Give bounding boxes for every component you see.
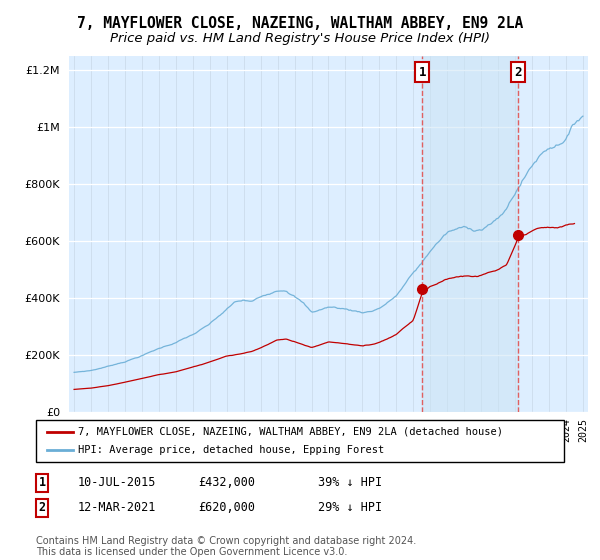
Text: 12-MAR-2021: 12-MAR-2021: [78, 501, 157, 515]
Text: £432,000: £432,000: [198, 476, 255, 489]
Text: Price paid vs. HM Land Registry's House Price Index (HPI): Price paid vs. HM Land Registry's House …: [110, 32, 490, 45]
Text: 7, MAYFLOWER CLOSE, NAZEING, WALTHAM ABBEY, EN9 2LA: 7, MAYFLOWER CLOSE, NAZEING, WALTHAM ABB…: [77, 16, 523, 31]
Text: HPI: Average price, detached house, Epping Forest: HPI: Average price, detached house, Eppi…: [78, 445, 385, 455]
Text: 2: 2: [515, 66, 522, 78]
Text: 2: 2: [38, 501, 46, 515]
Text: 10-JUL-2015: 10-JUL-2015: [78, 476, 157, 489]
Text: 1: 1: [38, 476, 46, 489]
Text: Contains HM Land Registry data © Crown copyright and database right 2024.
This d: Contains HM Land Registry data © Crown c…: [36, 535, 416, 557]
Text: 29% ↓ HPI: 29% ↓ HPI: [318, 501, 382, 515]
Text: 39% ↓ HPI: 39% ↓ HPI: [318, 476, 382, 489]
Bar: [422, 56, 518, 412]
FancyBboxPatch shape: [36, 420, 564, 462]
Text: £620,000: £620,000: [198, 501, 255, 515]
Text: 1: 1: [419, 66, 426, 78]
Text: 7, MAYFLOWER CLOSE, NAZEING, WALTHAM ABBEY, EN9 2LA (detached house): 7, MAYFLOWER CLOSE, NAZEING, WALTHAM ABB…: [78, 427, 503, 437]
